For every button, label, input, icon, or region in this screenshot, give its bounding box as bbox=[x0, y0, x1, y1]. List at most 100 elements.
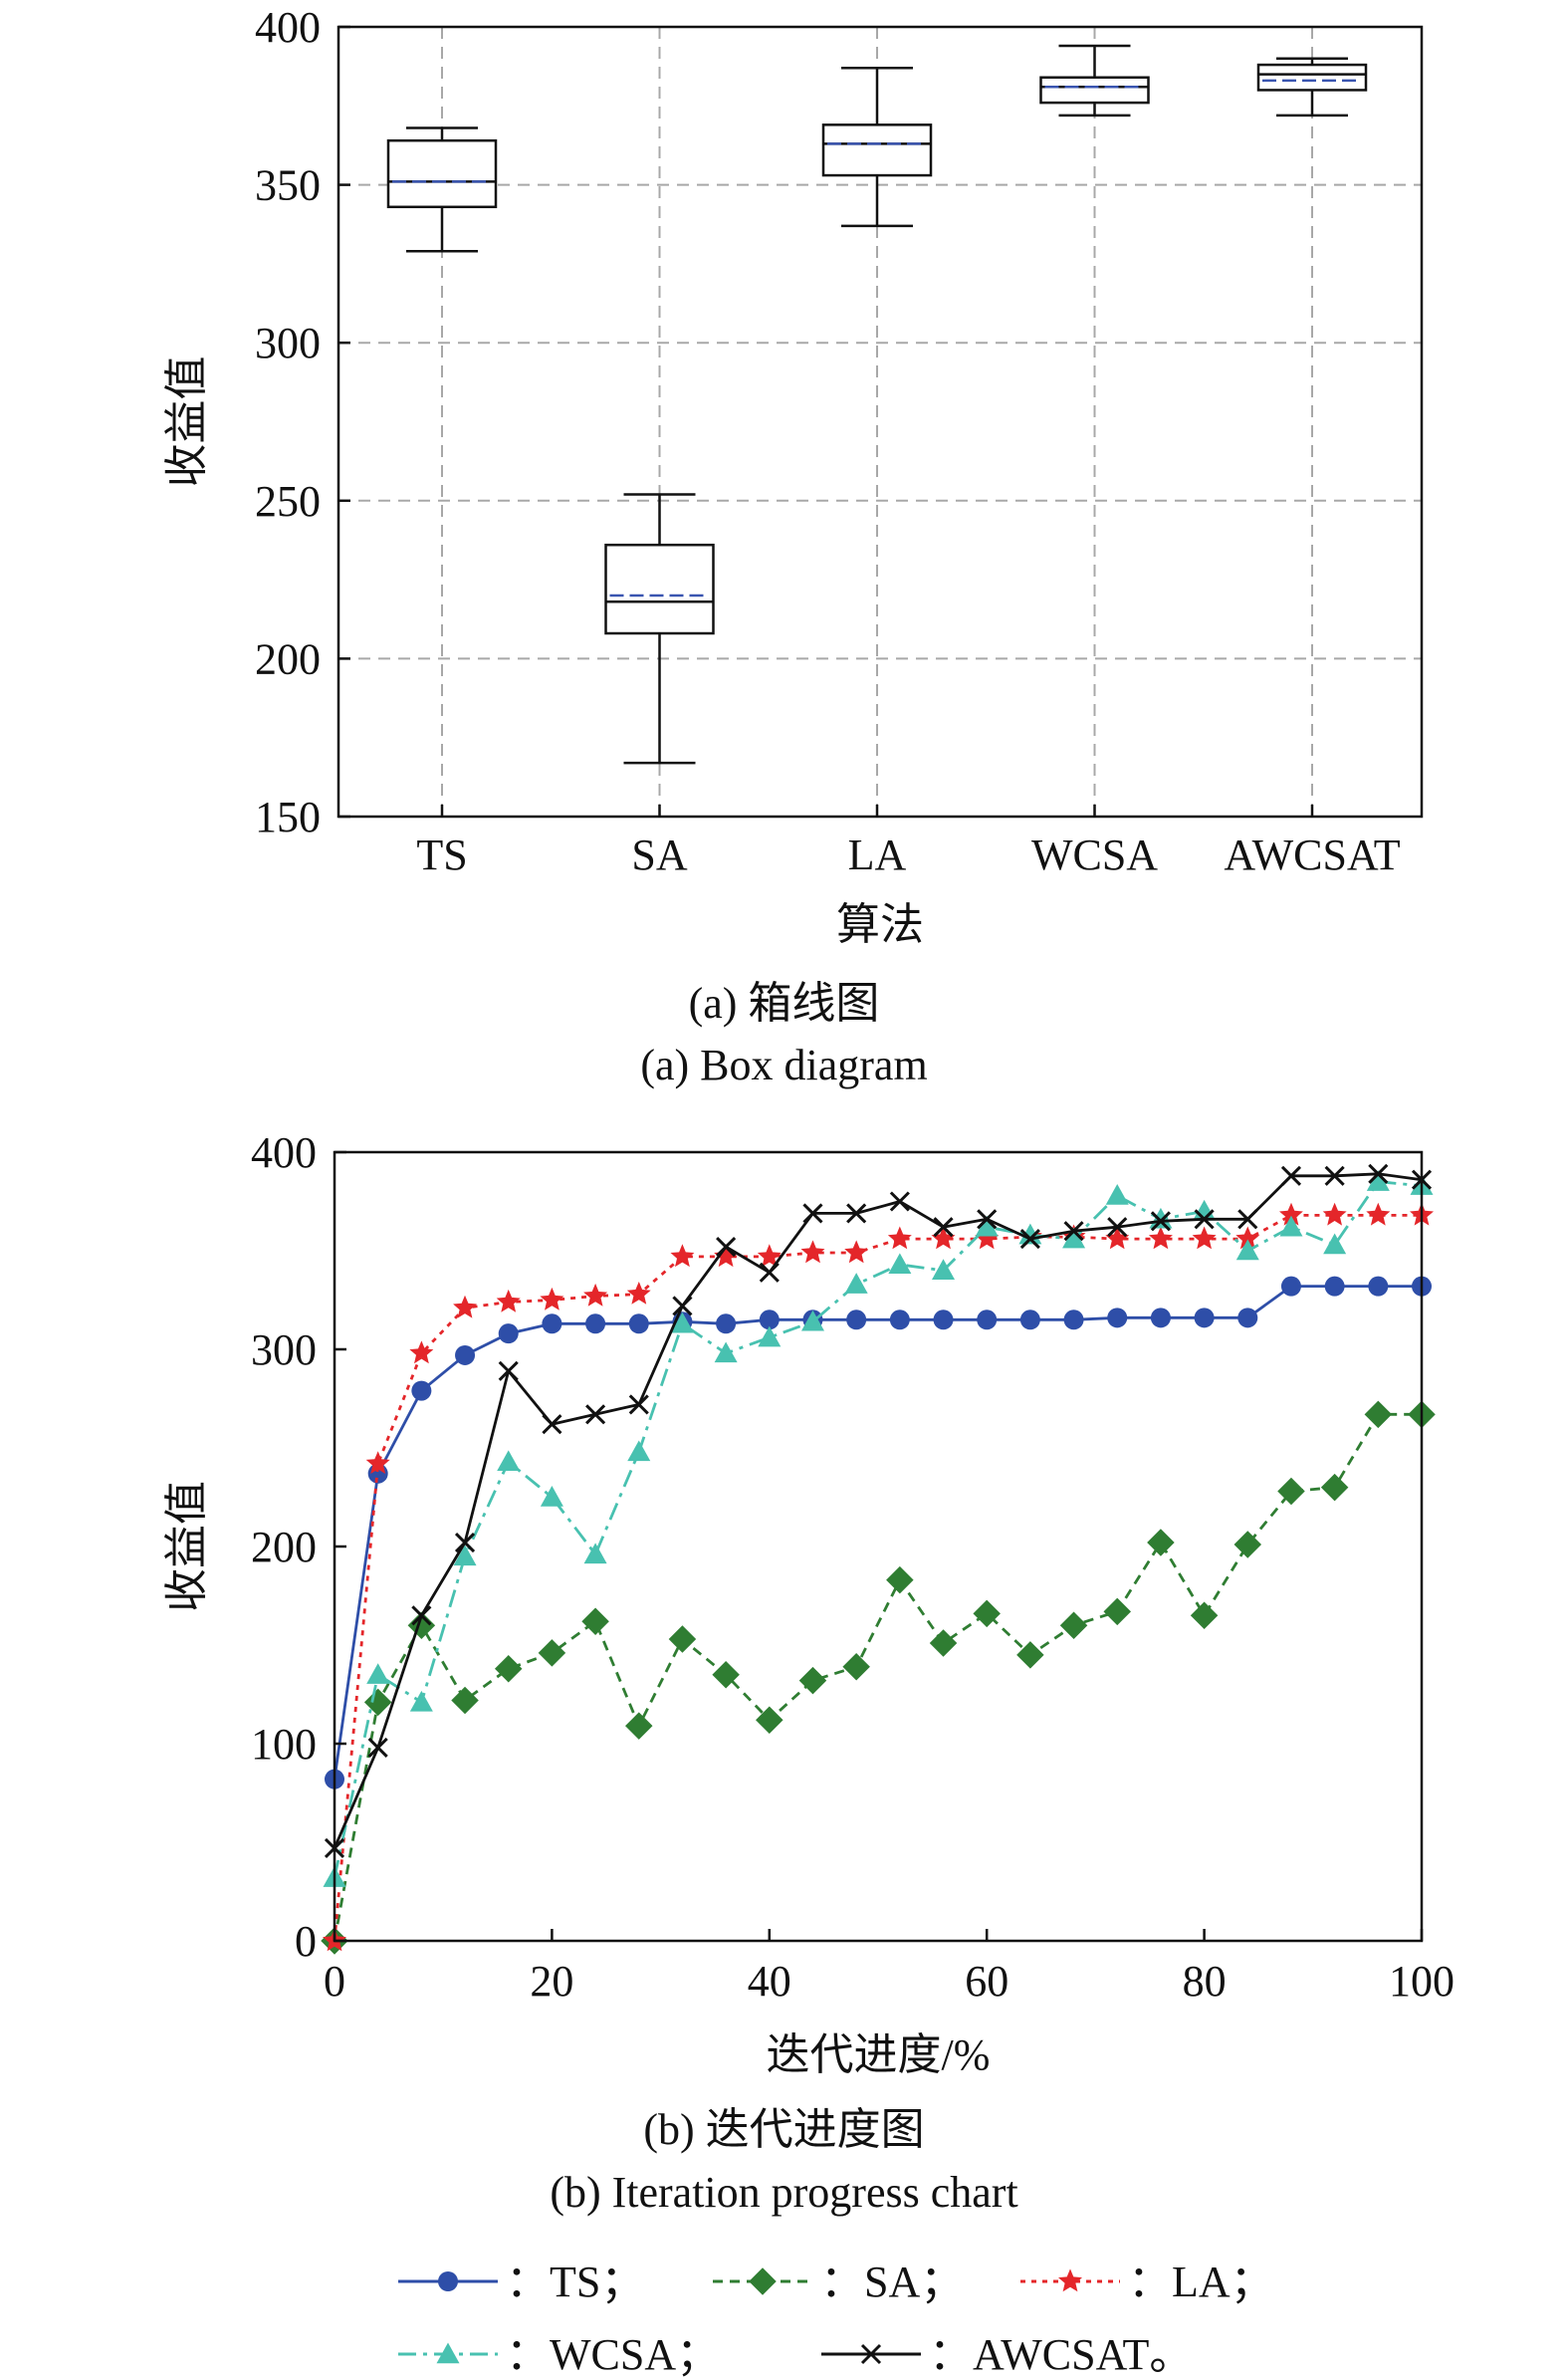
point-sa-64 bbox=[1016, 1641, 1044, 1669]
point-wcsa-56 bbox=[932, 1259, 956, 1280]
point-la-36 bbox=[714, 1244, 739, 1268]
point-sa-4 bbox=[363, 1688, 392, 1717]
point-wcsa-88-triangle bbox=[1279, 1215, 1303, 1237]
b-y-tick-label-200: 200 bbox=[251, 1523, 317, 1571]
point-wcsa-32-triangle bbox=[670, 1311, 694, 1333]
y-tick-label-350: 350 bbox=[255, 161, 321, 210]
point-wcsa-48-triangle bbox=[844, 1273, 868, 1294]
point-awcsat-28-cross-b bbox=[628, 1394, 649, 1415]
point-wcsa-12 bbox=[453, 1545, 477, 1566]
point-la-56 bbox=[931, 1226, 956, 1250]
point-wcsa-48 bbox=[844, 1273, 868, 1294]
point-awcsat-4-cross-b bbox=[367, 1737, 388, 1759]
point-wcsa-44 bbox=[800, 1309, 824, 1331]
point-awcsat-88 bbox=[1280, 1165, 1302, 1186]
point-la-20 bbox=[540, 1287, 564, 1310]
point-sa-76-diamond bbox=[1147, 1529, 1175, 1556]
point-ts-80 bbox=[1194, 1308, 1215, 1328]
point-ts-20 bbox=[542, 1313, 562, 1334]
point-awcsat-80 bbox=[1194, 1209, 1215, 1230]
point-ts-20-circle bbox=[542, 1313, 562, 1334]
point-awcsat-92-cross-b bbox=[1324, 1165, 1345, 1186]
caption-b-english: (b) Iteration progress chart bbox=[550, 2168, 1018, 2217]
point-sa-24-diamond bbox=[581, 1607, 609, 1635]
b-y-tick-label-400: 400 bbox=[251, 1128, 317, 1177]
point-wcsa-4-triangle bbox=[366, 1663, 390, 1684]
point-awcsat-12-cross-b bbox=[454, 1532, 476, 1553]
point-sa-4-diamond bbox=[363, 1688, 392, 1717]
point-la-32 bbox=[670, 1244, 695, 1268]
point-la-12 bbox=[453, 1295, 477, 1318]
point-sa-48-diamond bbox=[842, 1653, 870, 1681]
legend-marker-wcsa-triangle bbox=[436, 2342, 460, 2364]
y-tick-label-250: 250 bbox=[255, 477, 321, 526]
b-x-tick-label-40: 40 bbox=[748, 1957, 791, 2006]
point-sa-60-diamond bbox=[973, 1599, 1001, 1628]
b-y-tick-label-300: 300 bbox=[251, 1325, 317, 1374]
point-sa-12-diamond bbox=[451, 1686, 479, 1715]
point-sa-40-diamond bbox=[756, 1706, 784, 1734]
point-wcsa-20 bbox=[540, 1486, 563, 1507]
point-ts-24 bbox=[585, 1313, 606, 1334]
point-sa-20 bbox=[538, 1639, 566, 1667]
point-awcsat-84-cross-b bbox=[1237, 1209, 1258, 1230]
point-sa-20-diamond bbox=[538, 1639, 566, 1667]
point-wcsa-36 bbox=[714, 1341, 738, 1363]
x-tick-label-ts: TS bbox=[416, 831, 467, 879]
point-ts-84-circle bbox=[1237, 1308, 1258, 1328]
point-sa-80 bbox=[1190, 1601, 1219, 1630]
point-awcsat-84 bbox=[1237, 1209, 1258, 1230]
point-sa-36-diamond bbox=[712, 1660, 740, 1689]
point-la-80-star bbox=[1192, 1226, 1217, 1250]
point-la-24-star bbox=[583, 1283, 608, 1307]
point-sa-96-diamond bbox=[1364, 1400, 1393, 1429]
point-la-40 bbox=[757, 1244, 782, 1268]
box-body-la bbox=[821, 123, 933, 177]
point-awcsat-96-cross-b bbox=[1368, 1163, 1389, 1184]
point-ts-68-circle bbox=[1063, 1309, 1084, 1330]
x-tick-label-la: LA bbox=[848, 831, 907, 879]
point-ts-96-circle bbox=[1368, 1276, 1389, 1297]
point-sa-44-diamond bbox=[798, 1666, 827, 1695]
legend-marker-ts-circle bbox=[438, 2271, 458, 2291]
point-awcsat-48 bbox=[846, 1203, 867, 1224]
point-wcsa-12-triangle bbox=[453, 1545, 477, 1566]
point-wcsa-40 bbox=[758, 1325, 782, 1347]
box-wcsa bbox=[1039, 44, 1150, 118]
b-x-tick-label-80: 80 bbox=[1183, 1957, 1227, 2006]
series-ts bbox=[325, 1276, 1432, 1789]
point-awcsat-92 bbox=[1324, 1165, 1345, 1186]
point-awcsat-32 bbox=[672, 1296, 693, 1316]
point-wcsa-16-triangle bbox=[497, 1450, 521, 1472]
point-sa-76 bbox=[1147, 1529, 1175, 1556]
b-x-tick-label-0: 0 bbox=[324, 1957, 345, 2006]
legend-marker-awcsat bbox=[860, 2343, 882, 2365]
point-awcsat-40 bbox=[759, 1262, 780, 1283]
point-la-48 bbox=[844, 1240, 869, 1264]
x-tick-label-awcsat: AWCSAT bbox=[1224, 831, 1400, 879]
point-ts-64 bbox=[1019, 1309, 1040, 1330]
point-ts-56 bbox=[933, 1309, 954, 1330]
point-sa-72 bbox=[1103, 1597, 1131, 1626]
point-awcsat-8 bbox=[411, 1605, 432, 1626]
point-la-52 bbox=[887, 1226, 912, 1250]
point-ts-52-circle bbox=[889, 1309, 910, 1330]
caption-b-chinese: (b) 迭代进度图 bbox=[643, 2105, 925, 2154]
point-awcsat-4 bbox=[367, 1737, 388, 1759]
point-awcsat-40-cross-b bbox=[759, 1262, 780, 1283]
point-wcsa-16 bbox=[497, 1450, 521, 1472]
point-awcsat-60 bbox=[977, 1209, 998, 1230]
iteration-x-axis-label: 迭代进度/% bbox=[767, 2030, 991, 2079]
series-line-sa bbox=[333, 1412, 1422, 1942]
point-wcsa-28-triangle bbox=[627, 1440, 651, 1462]
series-la bbox=[323, 1202, 1434, 1952]
point-wcsa-96-triangle bbox=[1366, 1170, 1390, 1191]
iteration-chart-ticks: 0 100 200 300 400 0 20 40 60 80 100 bbox=[251, 1128, 1455, 2006]
point-sa-96 bbox=[1364, 1400, 1393, 1429]
point-wcsa-96 bbox=[1366, 1170, 1390, 1191]
point-ts-36-circle bbox=[716, 1313, 737, 1334]
point-sa-32-diamond bbox=[668, 1625, 697, 1653]
point-ts-76 bbox=[1150, 1308, 1171, 1328]
point-ts-48 bbox=[846, 1309, 867, 1330]
point-wcsa-92-triangle bbox=[1323, 1233, 1347, 1255]
